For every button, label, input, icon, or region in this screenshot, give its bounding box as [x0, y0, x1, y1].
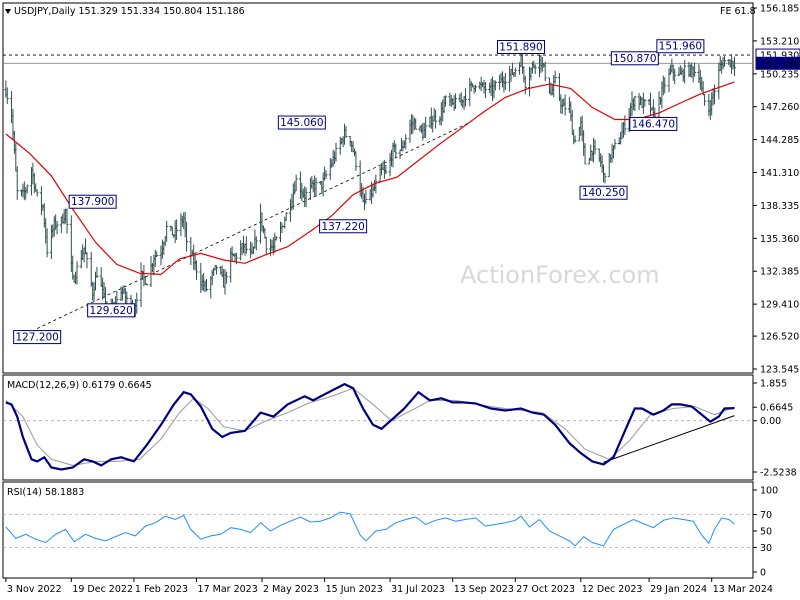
time-tick-label: 3 Nov 2022	[7, 584, 62, 595]
price-tick-label: 123.545	[760, 365, 799, 376]
swing-label: 150.870	[613, 53, 656, 65]
swing-label: 145.060	[280, 117, 323, 129]
rsi-panel-frame	[2, 481, 754, 579]
macd-tick-label: 0.00	[760, 416, 781, 427]
header-dropdown-icon[interactable]	[5, 9, 11, 14]
time-tick-label: 13 Sep 2023	[454, 584, 514, 595]
swing-label: 146.470	[632, 118, 675, 130]
rsi-tick-label: 100	[760, 486, 778, 497]
signal-line	[5, 387, 735, 466]
rsi-axis: 100 70 50 30 0	[753, 486, 778, 579]
price-tick-label: 147.260	[760, 102, 799, 113]
macd-tick-label: 0.6645	[760, 403, 793, 414]
rsi-tick-label: 70	[760, 510, 772, 521]
swing-label-box	[579, 185, 628, 200]
rsi-panel: 100 70 50 30 0 RSI(14) 58.1883	[2, 481, 778, 579]
macd-trendline	[603, 415, 735, 463]
macd-tick-label: -2.5238	[760, 468, 797, 479]
swing-label-box	[68, 194, 117, 209]
watermark: ActionForex.com	[460, 261, 660, 289]
macd-trendline	[603, 415, 735, 463]
price-trendline	[36, 121, 472, 329]
price-tag-box	[755, 56, 800, 70]
moving-average-line	[5, 81, 735, 276]
swing-label: 137.900	[71, 196, 114, 208]
swing-label-box	[277, 115, 326, 130]
time-tick-label: 17 Mar 2023	[198, 584, 258, 595]
swing-label-box	[497, 40, 545, 55]
trendline	[36, 121, 472, 329]
rsi-title: RSI(14) 58.1883	[7, 487, 84, 498]
price-tick-label: 144.285	[760, 135, 799, 146]
swing-label: 151.960	[659, 41, 702, 53]
swing-label: 127.200	[15, 332, 58, 344]
rsi-line	[5, 511, 735, 547]
time-tick-label: 19 Dec 2022	[72, 584, 133, 595]
swing-label-box	[319, 219, 368, 234]
price-tick-label: 135.360	[760, 234, 799, 245]
macd-line	[5, 382, 735, 471]
time-axis: 3 Nov 2022 19 Dec 2022 1 Feb 2023 17 Mar 20…	[5, 578, 773, 595]
time-tick-label: 15 Jun 2023	[326, 584, 383, 595]
header-symbol: USDJPY,Daily 151.329 151.334 150.804 151…	[14, 6, 245, 17]
price-tag-label: 151.186	[760, 59, 799, 70]
macd-title: MACD(12,26,9) 0.6179 0.6645	[7, 380, 152, 391]
macd-panel-frame	[2, 374, 754, 481]
swing-label: 151.890	[499, 42, 542, 54]
price-panel: ActionForex.com 127.200 137.900 129.620 145…	[2, 2, 800, 376]
price-tick-label: 153.210	[760, 36, 799, 47]
swing-label-box	[13, 330, 62, 345]
rsi-tick-label: 30	[760, 543, 772, 554]
time-tick-label: 29 Jan 2024	[650, 584, 707, 595]
rsi-tick-label: 50	[760, 527, 772, 538]
price-tick-label: 138.335	[760, 201, 799, 212]
time-tick-label: 27 Oct 2023	[516, 584, 575, 595]
swing-label: 140.250	[582, 187, 625, 199]
swing-label-box	[656, 39, 705, 54]
price-bars	[4, 47, 736, 318]
macd-axis: 1.855 0.6645 0.00 -2.5238	[753, 379, 797, 479]
price-tick-label: 132.385	[760, 267, 799, 278]
price-tick-label: 156.185	[760, 4, 799, 15]
swing-labels: 127.200 137.900 129.620 145.060 137.220 151.8…	[13, 39, 705, 345]
rsi-line	[5, 511, 735, 547]
time-tick-label: 2 May 2023	[263, 584, 319, 595]
swing-label: 129.620	[89, 305, 132, 317]
macd-panel: 1.855 0.6645 0.00 -2.5238 MACD(12,26,9) 0.6…	[2, 374, 797, 481]
price-tick-label: 150.235	[760, 69, 799, 80]
time-tick-label: 31 Jul 2023	[391, 584, 445, 595]
price-axis: 156.185 153.210 150.235 147.260 144.285 141.3…	[753, 4, 799, 376]
swing-label-box	[87, 303, 136, 318]
time-tick-label: 12 Dec 2023	[582, 584, 643, 595]
rsi-tick-label: 0	[760, 568, 766, 579]
price-tick-label: 129.410	[760, 300, 799, 311]
price-tag-label: 151.930	[760, 51, 799, 62]
moving-average	[5, 81, 735, 276]
time-tick-label: 1 Feb 2023	[135, 584, 188, 595]
swing-label-box	[610, 51, 659, 66]
swing-label: 137.220	[321, 221, 364, 233]
price-tick-label: 141.310	[760, 168, 799, 179]
swing-label-box	[629, 116, 678, 131]
price-panel-frame	[2, 2, 754, 374]
rsi-levels	[3, 514, 753, 548]
price-tick-label: 126.520	[760, 332, 799, 343]
macd-tick-label: 1.855	[760, 379, 787, 390]
time-tick-label: 13 Mar 2024	[713, 584, 773, 595]
macd-lines	[5, 382, 735, 471]
fe-label: FE 61.8	[720, 6, 756, 17]
